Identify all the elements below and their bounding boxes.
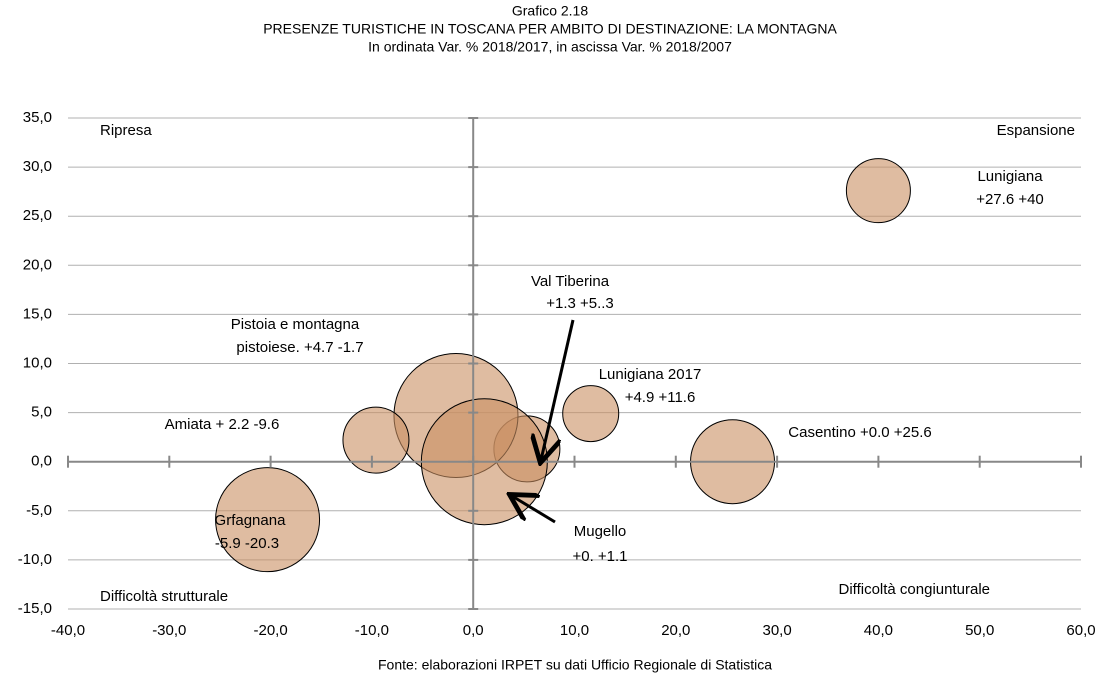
- y-tick-label: 5,0: [31, 404, 52, 421]
- point-label: Grfagnana: [215, 512, 287, 529]
- x-tick-label: -20,0: [253, 622, 287, 639]
- labels: -15,0 -10,0 -5,0 0,0 5,0 10,0 15,0 20,0 25,0 30,0…: [18, 109, 1096, 639]
- x-tick-label: -10,0: [355, 622, 389, 639]
- source-note: Fonte: elaborazioni IRPET su dati Uffici…: [378, 657, 772, 673]
- quadrant-label: Difficoltà congiunturale: [839, 581, 990, 598]
- axes: [67, 117, 1082, 610]
- point-label: +27.6 +40: [976, 191, 1044, 208]
- x-tick-label: -40,0: [51, 622, 85, 639]
- y-tick-label: -15,0: [18, 600, 52, 617]
- y-tick-label: 10,0: [23, 354, 52, 371]
- point-label: Amiata + 2.2 -9.6: [165, 416, 280, 433]
- point-label: Mugello: [574, 523, 627, 540]
- arrow: [541, 319, 575, 460]
- y-tick-label: 25,0: [23, 207, 52, 224]
- y-tick-label: 0,0: [31, 453, 52, 470]
- chart-title: Grafico 2.18: [512, 3, 588, 19]
- x-tick-label: 30,0: [762, 622, 791, 639]
- point-label: Casentino +0.0 +25.6: [788, 424, 931, 441]
- y-tick-label: 15,0: [23, 305, 52, 322]
- arrow: [512, 496, 556, 524]
- bubble: [215, 467, 321, 573]
- quadrant-label: Difficoltà strutturale: [100, 588, 228, 605]
- y-tick-label: 20,0: [23, 256, 52, 273]
- point-label: Lunigiana: [977, 168, 1043, 185]
- chart-subtitle: PRESENZE TURISTICHE IN TOSCANA PER AMBIT…: [263, 21, 837, 37]
- point-label: Val Tiberina: [531, 273, 610, 290]
- x-tick-label: 40,0: [864, 622, 893, 639]
- quadrant-label: Ripresa: [100, 122, 152, 139]
- x-tick-label: -30,0: [152, 622, 186, 639]
- quadrant-label: Espansione: [997, 122, 1075, 139]
- point-label: pistoiese. +4.7 -1.7: [236, 339, 363, 356]
- y-tick-label: 35,0: [23, 109, 52, 126]
- bubble: [562, 385, 620, 443]
- axis-note: In ordinata Var. % 2018/2017, in ascissa…: [368, 39, 732, 55]
- x-tick-label: 50,0: [965, 622, 994, 639]
- point-label: Pistoia e montagna: [231, 316, 360, 333]
- point-label: +0. +1.1: [572, 548, 627, 565]
- bubble: [342, 406, 410, 474]
- x-tick-label: 0,0: [463, 622, 484, 639]
- y-tick-label: -10,0: [18, 551, 52, 568]
- point-label: +1.3 +5..3: [546, 295, 614, 312]
- y-tick-label: -5,0: [26, 502, 52, 519]
- x-tick-label: 10,0: [560, 622, 589, 639]
- bubble: [845, 158, 911, 224]
- x-tick-label: 20,0: [661, 622, 690, 639]
- point-label: Lunigiana 2017: [599, 366, 702, 383]
- y-tick-label: 30,0: [23, 158, 52, 175]
- point-label: +4.9 +11.6: [625, 389, 696, 406]
- point-label: -5.9 -20.3: [215, 535, 279, 552]
- x-tick-label: 60,0: [1066, 622, 1095, 639]
